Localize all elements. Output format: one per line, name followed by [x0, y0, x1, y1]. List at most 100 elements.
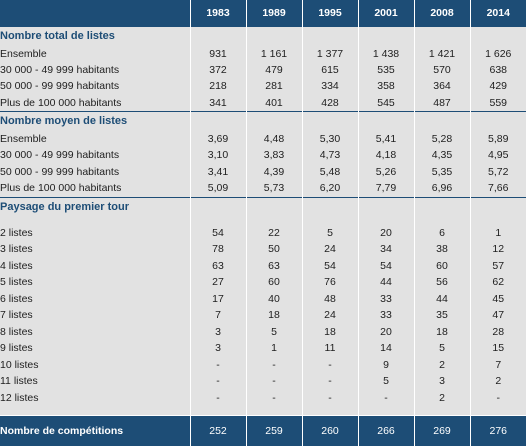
row-value: 27 — [189, 274, 246, 291]
row-value: 7 — [469, 356, 526, 373]
row-value: 535 — [357, 61, 414, 79]
section-title-row: Nombre moyen de listes — [0, 111, 526, 131]
row-value: 11 — [301, 339, 358, 357]
row-value: 20 — [357, 224, 414, 242]
table-row: 7 listes 7 18 24 33 35 47 — [0, 307, 526, 324]
row-value: 60 — [245, 274, 302, 291]
row-value: 3 — [413, 372, 470, 390]
row-value: - — [245, 372, 302, 390]
row-value: 6 — [413, 224, 470, 242]
section-spacer-cell — [189, 111, 246, 131]
row-label: 12 listes — [0, 391, 39, 404]
row-value: 6,20 — [301, 180, 358, 198]
table-row: Ensemble 931 1 161 1 377 1 438 1 421 1 626 — [0, 45, 526, 62]
spacer-cell — [301, 215, 358, 225]
footer-value: 276 — [469, 414, 526, 446]
row-value: 2 — [413, 356, 470, 373]
row-value: 54 — [189, 224, 246, 242]
row-value: 428 — [301, 94, 358, 112]
row-label: 3 listes — [0, 243, 33, 256]
section-title-row: Nombre total de listes — [0, 26, 526, 46]
row-value: 218 — [189, 78, 246, 95]
row-value: 429 — [469, 78, 526, 95]
row-value: 50 — [245, 241, 302, 258]
spacer-cell — [189, 215, 246, 225]
row-value: 638 — [469, 61, 526, 79]
spacer-row — [0, 215, 526, 225]
table-row: 5 listes 27 60 76 44 56 62 — [0, 274, 526, 291]
row-value: 1 — [469, 224, 526, 242]
row-label: 11 listes — [0, 375, 38, 388]
spacer-cell — [357, 215, 414, 225]
row-value: 1 421 — [413, 45, 470, 62]
row-value: 3,10 — [189, 147, 246, 164]
row-value: - — [301, 389, 358, 406]
footer-value: 252 — [189, 414, 246, 446]
row-value: 14 — [357, 339, 414, 357]
row-value: 33 — [357, 290, 414, 308]
row-value: 5,48 — [301, 163, 358, 181]
row-value: 56 — [413, 274, 470, 291]
row-value: 364 — [413, 78, 470, 95]
spacer-cell — [189, 405, 246, 416]
section-spacer-cell — [245, 196, 302, 216]
row-value: 38 — [413, 241, 470, 258]
table-row: 4 listes 63 63 54 54 60 57 — [0, 257, 526, 275]
row-value: 54 — [357, 257, 414, 275]
row-value: 5 — [413, 339, 470, 357]
row-value: 4,18 — [357, 147, 414, 164]
table-row: 10 listes - - -9 2 7 — [0, 356, 526, 373]
row-value: 3 — [189, 339, 246, 357]
row-value: 2 — [469, 372, 526, 390]
row-value: 4,73 — [301, 147, 358, 164]
row-label: 4 listes — [0, 259, 33, 272]
row-value: 5 — [301, 224, 358, 242]
row-value: 1 626 — [469, 45, 526, 62]
row-value: 559 — [469, 94, 526, 112]
section-spacer-cell — [413, 26, 470, 46]
header-row: 1983 1989 1995 2001 2008 2014 — [0, 0, 526, 27]
section-spacer-cell — [301, 111, 358, 131]
year-header: 1989 — [245, 0, 302, 27]
section-spacer-cell — [301, 196, 358, 216]
header-corner — [0, 0, 190, 27]
row-value: - — [189, 372, 246, 390]
table-row: 11 listes - - -5 3 2 — [0, 372, 526, 390]
row-value: 4,95 — [469, 147, 526, 164]
spacer-cell — [245, 215, 302, 225]
year-header: 2014 — [469, 0, 526, 27]
row-value: 372 — [189, 61, 246, 79]
row-value: 3,83 — [245, 147, 302, 164]
row-label: 30 000 - 49 999 habitants — [0, 64, 120, 76]
row-value: 5,41 — [357, 130, 414, 148]
row-value: 5,30 — [301, 130, 358, 148]
section-spacer-cell — [413, 111, 470, 131]
section-spacer-cell — [245, 26, 302, 46]
row-value: 479 — [245, 61, 302, 79]
row-value: 20 — [357, 323, 414, 340]
row-value: 44 — [357, 274, 414, 291]
section-spacer-cell — [245, 111, 302, 131]
section-spacer-cell — [469, 26, 526, 46]
section-spacer-cell — [189, 26, 246, 46]
row-label: 30 000 - 49 999 habitants — [0, 149, 120, 162]
spacer-cell — [469, 405, 526, 416]
row-value: 1 161 — [245, 45, 302, 62]
table-row: Ensemble 3,69 4,48 5,30 5,41 5,28 5,89 — [0, 130, 526, 148]
row-value: - — [189, 389, 246, 406]
row-value: 18 — [413, 323, 470, 340]
row-value: 76 — [301, 274, 358, 291]
spacer-cell — [245, 405, 302, 416]
row-label: Ensemble — [0, 132, 47, 145]
row-value: 24 — [301, 307, 358, 324]
row-value: 18 — [301, 323, 358, 340]
row-value: 5,35 — [413, 163, 470, 181]
table-row: 2 listes 54 22 5 20 6 1 — [0, 224, 526, 242]
row-value: 931 — [189, 45, 246, 62]
row-value: 5,26 — [357, 163, 414, 181]
footer-value: 266 — [357, 414, 414, 446]
row-value: 615 — [301, 61, 358, 79]
table-row: Plus de 100 000 habitants 341 401 428 545 487… — [0, 94, 526, 112]
